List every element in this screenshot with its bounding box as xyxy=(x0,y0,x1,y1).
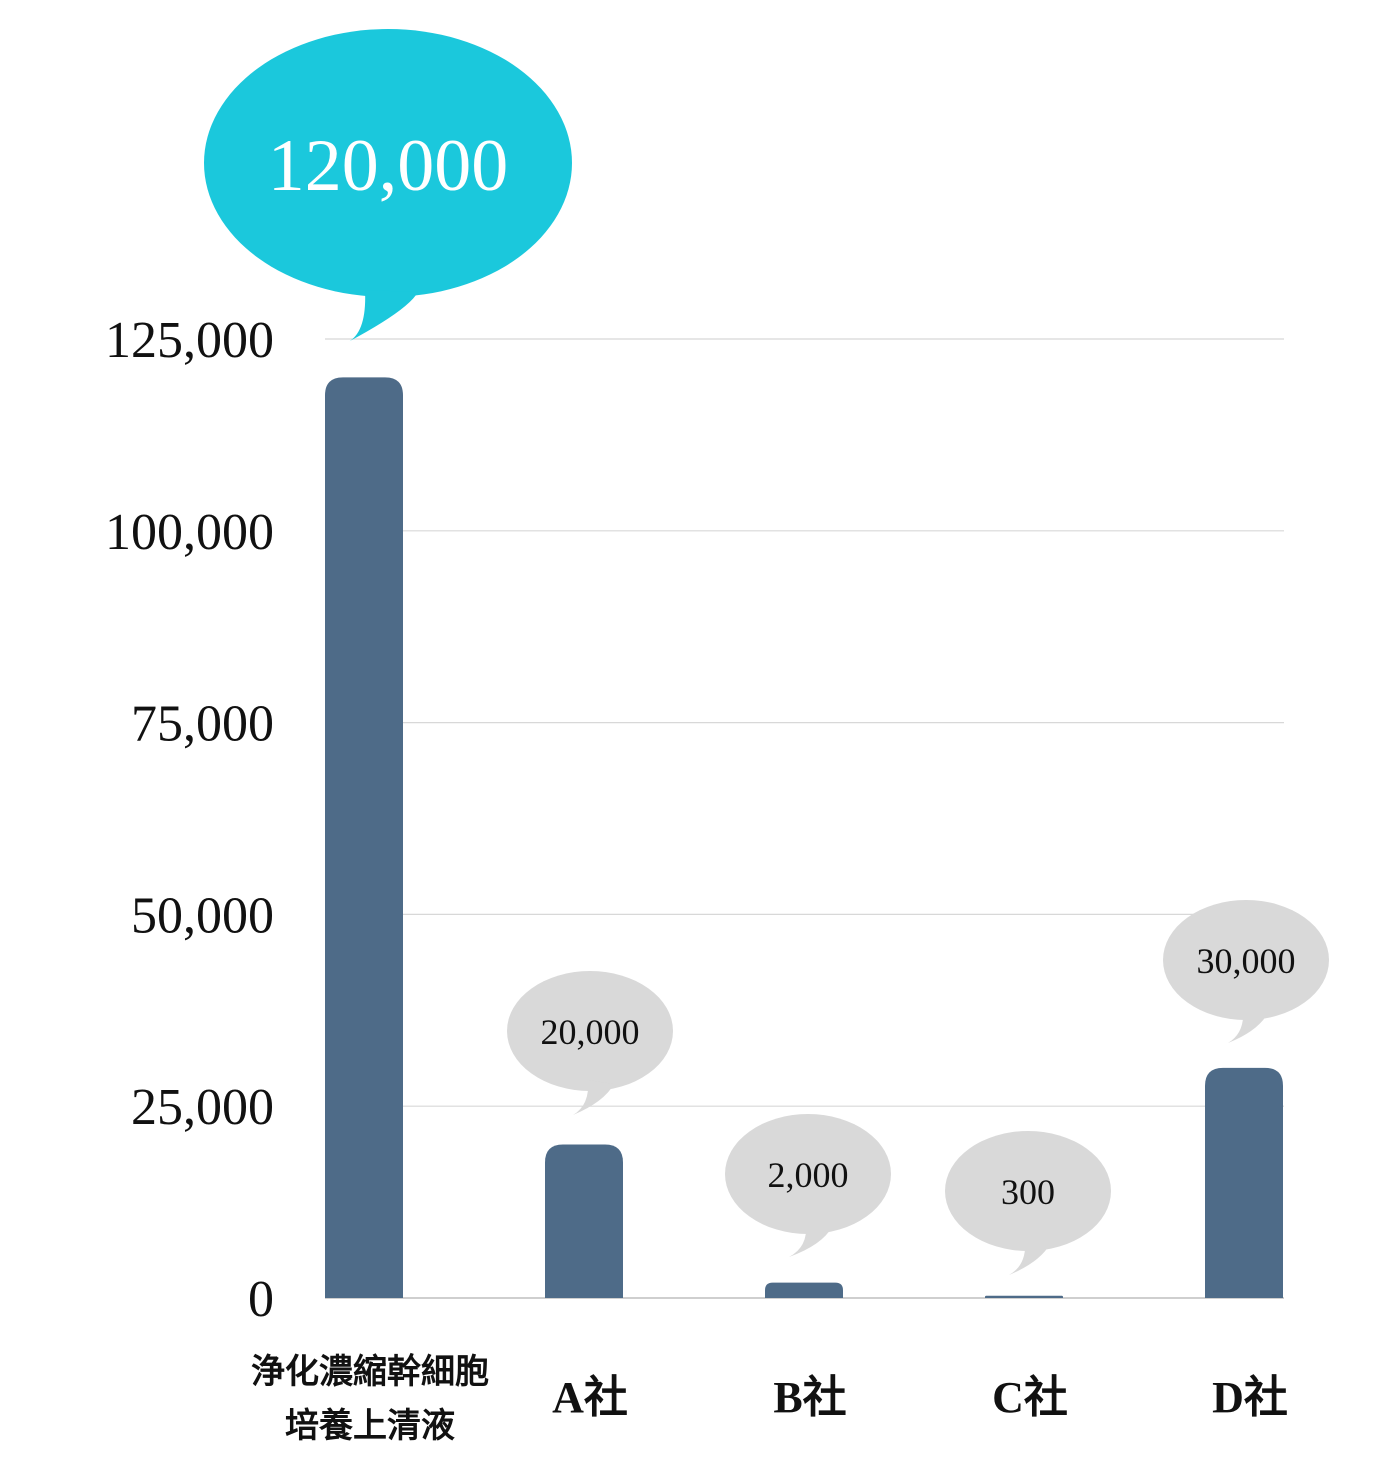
x-category-label: D社 xyxy=(1212,1373,1288,1422)
data-label: 2,000 xyxy=(768,1155,849,1195)
bar xyxy=(1205,1067,1283,1298)
y-tick-label: 125,000 xyxy=(105,312,274,369)
bubble-body xyxy=(945,1131,1111,1251)
x-category-label: B社 xyxy=(773,1373,846,1422)
x-category-label: C社 xyxy=(992,1373,1068,1422)
value-bubble: 30,000 xyxy=(1163,900,1329,1043)
highlight-value-bubble: 120,000 xyxy=(204,29,572,342)
bubble-tail xyxy=(789,1224,832,1257)
bubble-body xyxy=(507,971,673,1091)
data-label: 300 xyxy=(1001,1172,1055,1212)
bubble-tail xyxy=(1009,1240,1050,1275)
x-category-label: 培養上清液 xyxy=(285,1406,455,1446)
value-bubble: 300 xyxy=(945,1131,1111,1275)
y-tick-label: 0 xyxy=(248,1271,274,1328)
grid-layer xyxy=(325,338,1284,1299)
y-tick-label: 75,000 xyxy=(131,696,274,753)
y-axis-ticks: 0 25,000 50,000 75,000 100,000 125,000 xyxy=(105,312,274,1328)
data-label: 120,000 xyxy=(268,125,509,207)
value-bubble: 20,000 xyxy=(507,971,673,1115)
bubble-tail xyxy=(573,1080,614,1115)
bar xyxy=(985,1295,1063,1298)
bubble-tail xyxy=(1228,1009,1268,1043)
bubble-body xyxy=(204,29,572,297)
bar xyxy=(545,1144,623,1298)
x-category-label: A社 xyxy=(552,1373,628,1422)
y-tick-label: 50,000 xyxy=(131,887,274,944)
bubble-tail xyxy=(348,290,418,342)
x-category-label: 浄化濃縮幹細胞 xyxy=(251,1352,489,1392)
y-tick-label: 25,000 xyxy=(131,1079,274,1136)
data-label: 20,000 xyxy=(541,1012,640,1052)
bar xyxy=(765,1282,843,1298)
bubble-body xyxy=(1163,900,1329,1020)
data-label: 30,000 xyxy=(1197,941,1296,981)
bars-layer xyxy=(325,377,1283,1298)
y-tick-label: 100,000 xyxy=(105,504,274,561)
data-label-bubbles: 120,000 20,000 2,000 300 30,000 xyxy=(204,29,1329,1275)
bar xyxy=(325,377,403,1298)
bubble-body xyxy=(725,1114,891,1234)
value-bubble: 2,000 xyxy=(725,1114,891,1257)
